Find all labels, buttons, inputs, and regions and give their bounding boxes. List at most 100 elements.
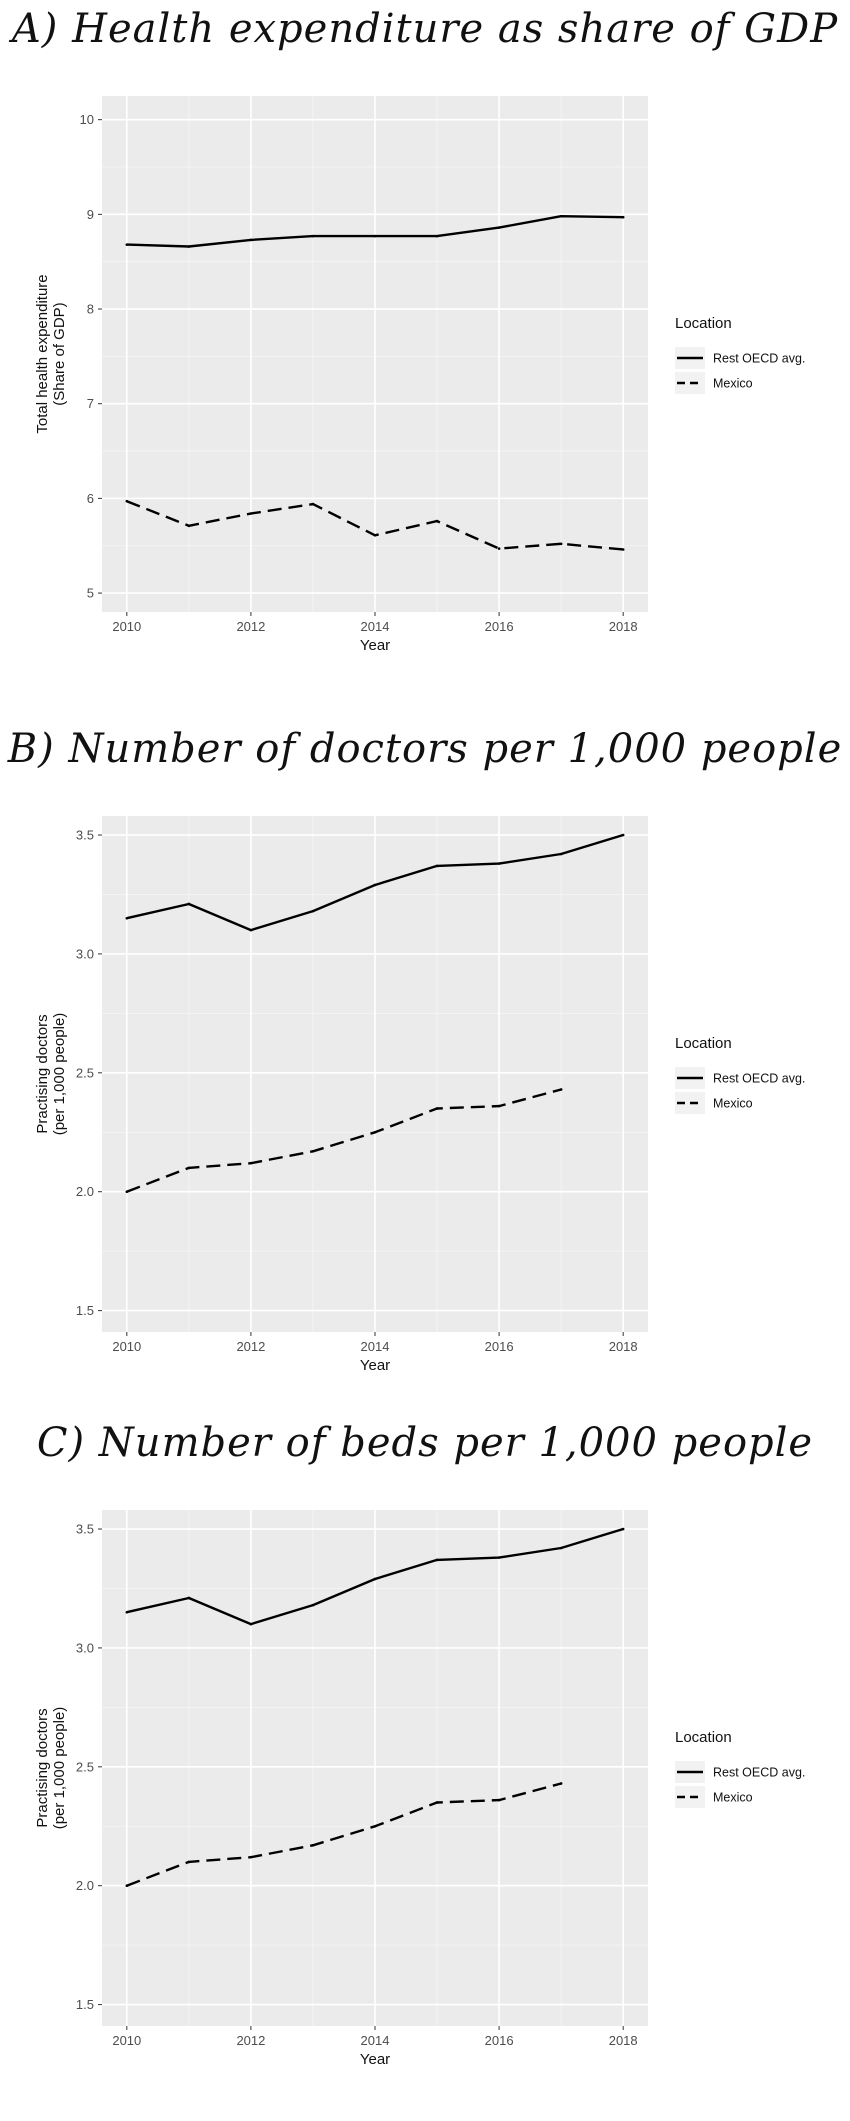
data-point — [559, 1088, 563, 1091]
data-point — [559, 214, 563, 218]
panel-b: B) Number of doctors per 1,000 people 1.… — [0, 720, 850, 1427]
x-tick-label: 2014 — [361, 619, 390, 634]
x-tick-label: 2016 — [485, 619, 514, 634]
legend-title: Location — [675, 315, 732, 332]
x-tick-label: 2016 — [485, 1339, 514, 1354]
data-point — [497, 862, 501, 865]
data-point — [435, 1801, 439, 1804]
data-point — [249, 238, 253, 242]
y-tick-label: 2.5 — [76, 1759, 94, 1774]
x-tick-label: 2018 — [609, 1339, 638, 1354]
data-point — [311, 1149, 315, 1153]
x-tick-label: 2012 — [236, 2033, 265, 2048]
data-point — [373, 534, 377, 537]
data-point — [187, 1166, 191, 1170]
y-axis-title: (per 1,000 people) — [51, 1707, 68, 1830]
x-axis-title: Year — [360, 1357, 390, 1374]
data-point — [435, 864, 439, 868]
y-tick-label: 1.5 — [76, 1303, 94, 1318]
chart-title: B) Number of doctors per 1,000 people — [7, 726, 843, 772]
y-tick-label: 1.5 — [76, 1997, 94, 2012]
y-tick-label: 2.0 — [76, 1184, 94, 1199]
x-tick-label: 2010 — [112, 619, 141, 634]
x-tick-label: 2014 — [361, 2033, 390, 2048]
data-point — [435, 234, 439, 238]
legend-label: Rest OECD avg. — [713, 352, 805, 366]
data-point — [559, 1546, 563, 1550]
y-tick-label: 7 — [87, 396, 94, 411]
x-axis-title: Year — [360, 637, 390, 654]
data-point — [621, 548, 625, 551]
data-point — [373, 1577, 377, 1581]
legend-label: Mexico — [713, 1791, 753, 1805]
y-axis-title: (per 1,000 people) — [51, 1013, 68, 1136]
y-tick-label: 10 — [80, 112, 94, 127]
chart-b: 1.5 2.0 2.5 3.0 3.5 2010 2012 2014 2016 2018 Year P… — [34, 816, 805, 1374]
data-point — [249, 1161, 253, 1165]
data-point — [311, 1603, 315, 1607]
legend-label: Rest OECD avg. — [713, 1766, 805, 1780]
x-tick-label: 2012 — [236, 619, 265, 634]
data-point — [435, 1558, 439, 1562]
data-point — [559, 542, 563, 546]
data-point — [621, 833, 625, 837]
data-point — [373, 234, 377, 238]
y-axis-title: Practising doctors — [34, 1708, 51, 1827]
data-point — [559, 1782, 563, 1785]
y-axis-title: Total health expenditure — [34, 274, 51, 433]
panel-c: C) Number of beds per 1,000 people 1.5 2.… — [0, 1414, 850, 2121]
y-tick-label: 3.0 — [76, 1640, 94, 1655]
legend-title: Location — [675, 1729, 732, 1746]
data-point — [187, 902, 191, 906]
data-point — [125, 499, 129, 503]
y-tick-label: 2.5 — [76, 1065, 94, 1080]
x-tick-label: 2018 — [609, 2033, 638, 2048]
x-tick-label: 2014 — [361, 1339, 390, 1354]
data-point — [125, 1884, 129, 1888]
legend-label: Rest OECD avg. — [713, 1072, 805, 1086]
data-point — [125, 1610, 129, 1614]
data-point — [373, 883, 377, 887]
data-point — [373, 1824, 377, 1828]
data-point — [311, 909, 315, 913]
y-tick-label: 6 — [87, 491, 94, 506]
x-tick-label: 2010 — [112, 2033, 141, 2048]
x-tick-label: 2010 — [112, 1339, 141, 1354]
y-tick-label: 2.0 — [76, 1878, 94, 1893]
y-tick-label: 3.0 — [76, 946, 94, 961]
data-point — [497, 547, 501, 550]
series-line-mexico — [126, 1782, 562, 1887]
data-point — [125, 1190, 129, 1194]
data-point — [621, 215, 625, 219]
data-point — [187, 1596, 191, 1600]
data-point — [249, 1622, 253, 1626]
data-point — [559, 852, 563, 856]
chart-a: 5 6 7 8 9 10 2010 2012 2014 2016 2018 Year Total hea… — [34, 96, 805, 654]
data-point — [497, 1798, 501, 1802]
data-point — [187, 524, 191, 528]
data-point — [497, 226, 501, 229]
y-tick-label: 8 — [87, 302, 94, 317]
data-point — [249, 1855, 253, 1859]
y-tick-label: 9 — [87, 207, 94, 222]
data-point — [249, 512, 253, 515]
x-tick-label: 2018 — [609, 619, 638, 634]
chart-title: A) Health expenditure as share of GDP — [11, 6, 839, 52]
data-point — [621, 1527, 625, 1531]
chart-title: C) Number of beds per 1,000 people — [36, 1420, 814, 1466]
data-point — [249, 928, 253, 932]
data-point — [187, 245, 191, 248]
data-point — [311, 502, 315, 506]
data-point — [497, 1556, 501, 1559]
x-axis-title: Year — [360, 2051, 390, 2068]
series-line-mexico — [126, 1088, 562, 1193]
data-point — [373, 1130, 377, 1134]
data-point — [125, 916, 129, 920]
data-point — [435, 1107, 439, 1110]
y-tick-label: 5 — [87, 586, 94, 601]
legend-label: Mexico — [713, 377, 753, 391]
y-axis-title: Practising doctors — [34, 1014, 51, 1133]
data-point — [497, 1104, 501, 1108]
data-point — [187, 1860, 191, 1864]
x-tick-label: 2016 — [485, 2033, 514, 2048]
